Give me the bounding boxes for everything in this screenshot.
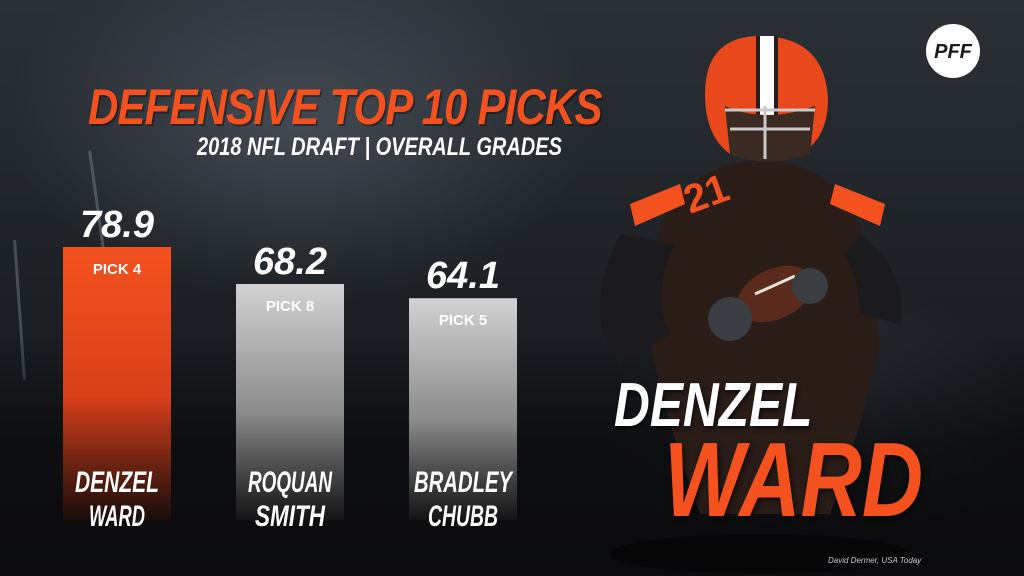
photo-credit: David Dermer, USA Today bbox=[828, 556, 922, 565]
featured-player-first-name: DENZEL bbox=[614, 371, 813, 440]
bar-value-label-2: 64.1 bbox=[426, 255, 500, 297]
glove-left bbox=[708, 297, 752, 341]
bar-category-label-1-1: SMITH bbox=[255, 500, 326, 533]
pff-logo: PFF bbox=[926, 24, 980, 78]
featured-player-last-name: WARD bbox=[664, 421, 924, 539]
bar-pick-label-1: PICK 8 bbox=[266, 298, 314, 315]
bar-2 bbox=[409, 298, 517, 520]
player-stripe bbox=[630, 184, 685, 226]
bar-category-label-1-0: ROQUAN bbox=[248, 466, 333, 499]
football-helmet-icon bbox=[705, 35, 828, 162]
bar-category-label-2-0: BRADLEY bbox=[414, 466, 514, 499]
player-body bbox=[650, 159, 880, 514]
bar-value-label-0: 78.9 bbox=[80, 204, 154, 246]
bar-category-label-0-1: WARD bbox=[89, 500, 145, 533]
chart-subtitle: 2018 NFL DRAFT | OVERALL GRADES bbox=[197, 133, 562, 161]
bar-value-label-1: 68.2 bbox=[253, 241, 327, 283]
player-arm-right bbox=[845, 234, 902, 324]
pff-logo-text: PFF bbox=[934, 41, 973, 63]
bar-category-label-2-1: CHUBB bbox=[428, 500, 498, 533]
bar-1 bbox=[236, 284, 344, 520]
player-stripe-2 bbox=[830, 184, 885, 226]
bar-category-label-0-0: DENZEL bbox=[75, 466, 159, 499]
football-laces bbox=[754, 274, 796, 296]
chart-title: DEFENSIVE TOP 10 PICKS bbox=[88, 79, 603, 135]
glove-right bbox=[792, 268, 828, 304]
bar-0 bbox=[63, 247, 171, 521]
bar-pick-label-0: PICK 4 bbox=[93, 261, 142, 278]
bar-pick-label-2: PICK 5 bbox=[439, 312, 487, 329]
player-arm-left bbox=[600, 234, 675, 364]
player-illustration: 21 bbox=[600, 35, 910, 574]
player-shadow bbox=[610, 534, 910, 574]
